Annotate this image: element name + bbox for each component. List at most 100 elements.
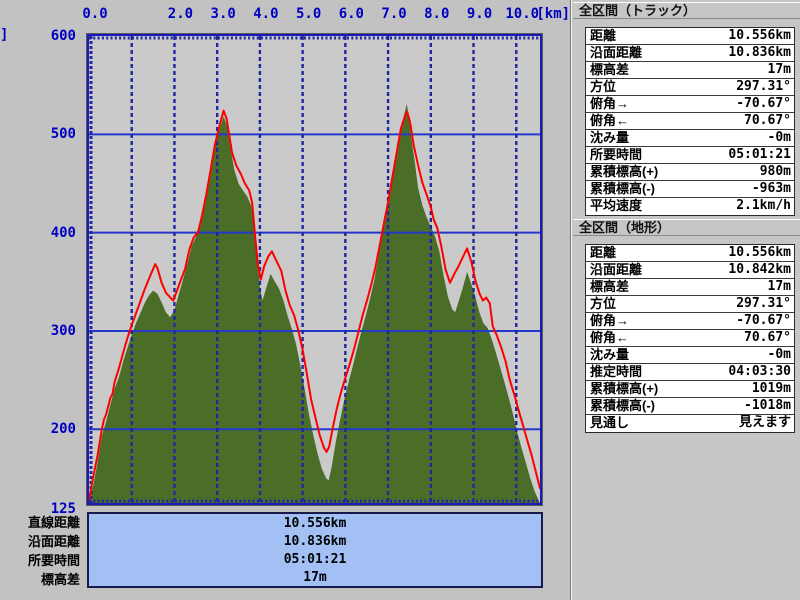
stat-row: 俯角← 70.67° (586, 330, 794, 347)
stat-label: 推定時間 (590, 364, 643, 379)
stat-label: 沿面距離 (590, 262, 643, 277)
stat-label: 標高差 (590, 279, 630, 294)
stat-row: 標高差 17m (586, 279, 794, 296)
x-axis-tick-label: 0.0 (82, 6, 108, 22)
stat-label: 方位 (590, 296, 617, 311)
stat-label: 平均速度 (590, 198, 643, 213)
stat-value: 980m (759, 164, 791, 179)
stat-value: 05:01:21 (728, 147, 791, 162)
stat-label: 見通し (590, 415, 630, 430)
stat-value: 297.31° (736, 296, 791, 311)
stat-value: 10.556km (728, 245, 791, 260)
stat-value: 10.842km (728, 262, 791, 277)
summary-value: 17m (303, 570, 327, 585)
stat-label: 所要時間 (590, 147, 643, 162)
stat-row: 累積標高(+) 980m (586, 164, 794, 181)
summary-label: 直線距離 (27, 515, 80, 530)
elevation-plot[interactable] (89, 36, 540, 503)
stat-label: 俯角← (590, 113, 630, 128)
stat-label: 累積標高(+) (590, 164, 659, 179)
stat-label: 累積標高(-) (590, 398, 655, 413)
stat-row: 俯角→ -70.67° (586, 313, 794, 330)
stat-value: -0m (767, 347, 791, 362)
stat-row: 方位 297.31° (586, 296, 794, 313)
summary-value: 05:01:21 (283, 552, 347, 567)
stat-value: 297.31° (736, 79, 791, 94)
summary-label: 沿面距離 (27, 534, 80, 549)
summary-box: 10.556km 10.836km 05:01:21 17m (87, 512, 543, 588)
y-axis-tick-label: 500 (50, 126, 76, 143)
stat-value: 70.67° (744, 330, 791, 345)
stat-row: 所要時間 05:01:21 (586, 147, 794, 164)
stat-value: 04:03:30 (728, 364, 791, 379)
stats-table-track: 距離 10.556km 沿面距離 10.836km 標高差 17m 方位 297.31° 俯角→… (585, 27, 795, 216)
stat-label: 沈み量 (590, 347, 630, 362)
stat-label: 累積標高(+) (590, 381, 659, 396)
stat-value: 見えます (738, 415, 791, 430)
stat-value: -963m (751, 181, 791, 196)
stats-panel: 全区間（トラック） 距離 10.556km 沿面距離 10.836km 標高差 17m 方位… (570, 0, 800, 600)
x-axis-tick-label: 5.0 (295, 6, 322, 22)
summary-value: 10.556km (283, 516, 347, 531)
y-axis-tick-label: 200 (50, 421, 76, 438)
stat-value: 17m (767, 279, 791, 294)
stat-row: 方位 297.31° (586, 79, 794, 96)
x-axis-tick-label: 10.0 (505, 6, 540, 22)
stat-row: 沈み量 -0m (586, 347, 794, 364)
stat-value: 10.836km (728, 45, 791, 60)
stat-row: 累積標高(+) 1019m (586, 381, 794, 398)
stat-row: 距離 10.556km (586, 28, 794, 45)
stat-label: 沿面距離 (590, 45, 643, 60)
y-axis-tick-label: 300 (50, 322, 76, 339)
stat-row: 累積標高(-) -1018m (586, 398, 794, 415)
x-axis-tick-label: 9.0 (466, 6, 493, 22)
stat-row: 平均速度 2.1km/h (586, 198, 794, 215)
stat-value: -70.67° (736, 313, 791, 328)
stat-label: 俯角→ (590, 96, 630, 111)
stat-label: 俯角← (590, 330, 630, 345)
y-axis-unit-fragment: ] (0, 27, 9, 43)
stat-row: 沈み量 -0m (586, 130, 794, 147)
stat-value: 1019m (751, 381, 791, 396)
track-line (89, 109, 540, 502)
stat-row: 沿面距離 10.836km (586, 45, 794, 62)
stat-value: -70.67° (736, 96, 791, 111)
stat-row: 累積標高(-) -963m (586, 181, 794, 198)
stats-table-terrain: 距離 10.556km 沿面距離 10.842km 標高差 17m 方位 297.31° 俯角→… (585, 244, 795, 433)
stat-row: 見通し 見えます (586, 415, 794, 432)
stat-label: 距離 (590, 245, 617, 260)
x-axis-tick-label: 2.0 (167, 6, 194, 22)
plot-frame (86, 33, 543, 506)
terrain-area (89, 103, 540, 503)
summary-value: 10.836km (283, 534, 347, 549)
x-axis-unit-label: [km] (536, 6, 571, 22)
stat-row: 距離 10.556km (586, 245, 794, 262)
stat-value: 70.67° (744, 113, 791, 128)
stat-label: 標高差 (590, 62, 630, 77)
x-axis-tick-label: 8.0 (424, 6, 450, 22)
summary-row-labels: 直線距離沿面距離所要時間標高差 (0, 513, 80, 589)
y-axis-tick-label: 400 (50, 224, 76, 241)
x-axis-tick-label: 4.0 (253, 6, 279, 22)
summary-label: 所要時間 (27, 553, 80, 568)
stat-label: 距離 (590, 28, 617, 43)
section-header-track: 全区間（トラック） (573, 2, 800, 19)
stat-row: 俯角← 70.67° (586, 113, 794, 130)
x-axis-tick-label: 7.0 (381, 6, 407, 22)
stat-row: 俯角→ -70.67° (586, 96, 794, 113)
stat-label: 方位 (590, 79, 617, 94)
y-axis-tick-label: 125 (50, 501, 76, 517)
y-axis-tick-label: 600 (50, 28, 76, 44)
stat-value: -1018m (744, 398, 791, 413)
plot-border (87, 34, 542, 505)
stat-row: 標高差 17m (586, 62, 794, 79)
section-header-terrain: 全区間（地形） (573, 219, 800, 236)
x-axis-tick-label: 3.0 (210, 6, 236, 22)
x-axis-tick-label: 6.0 (338, 6, 364, 22)
stat-value: 10.556km (728, 28, 791, 43)
stat-row: 沿面距離 10.842km (586, 262, 794, 279)
stat-value: 17m (767, 62, 791, 77)
stat-value: -0m (767, 130, 791, 145)
summary-label: 標高差 (40, 572, 80, 587)
stat-value: 2.1km/h (736, 198, 791, 213)
